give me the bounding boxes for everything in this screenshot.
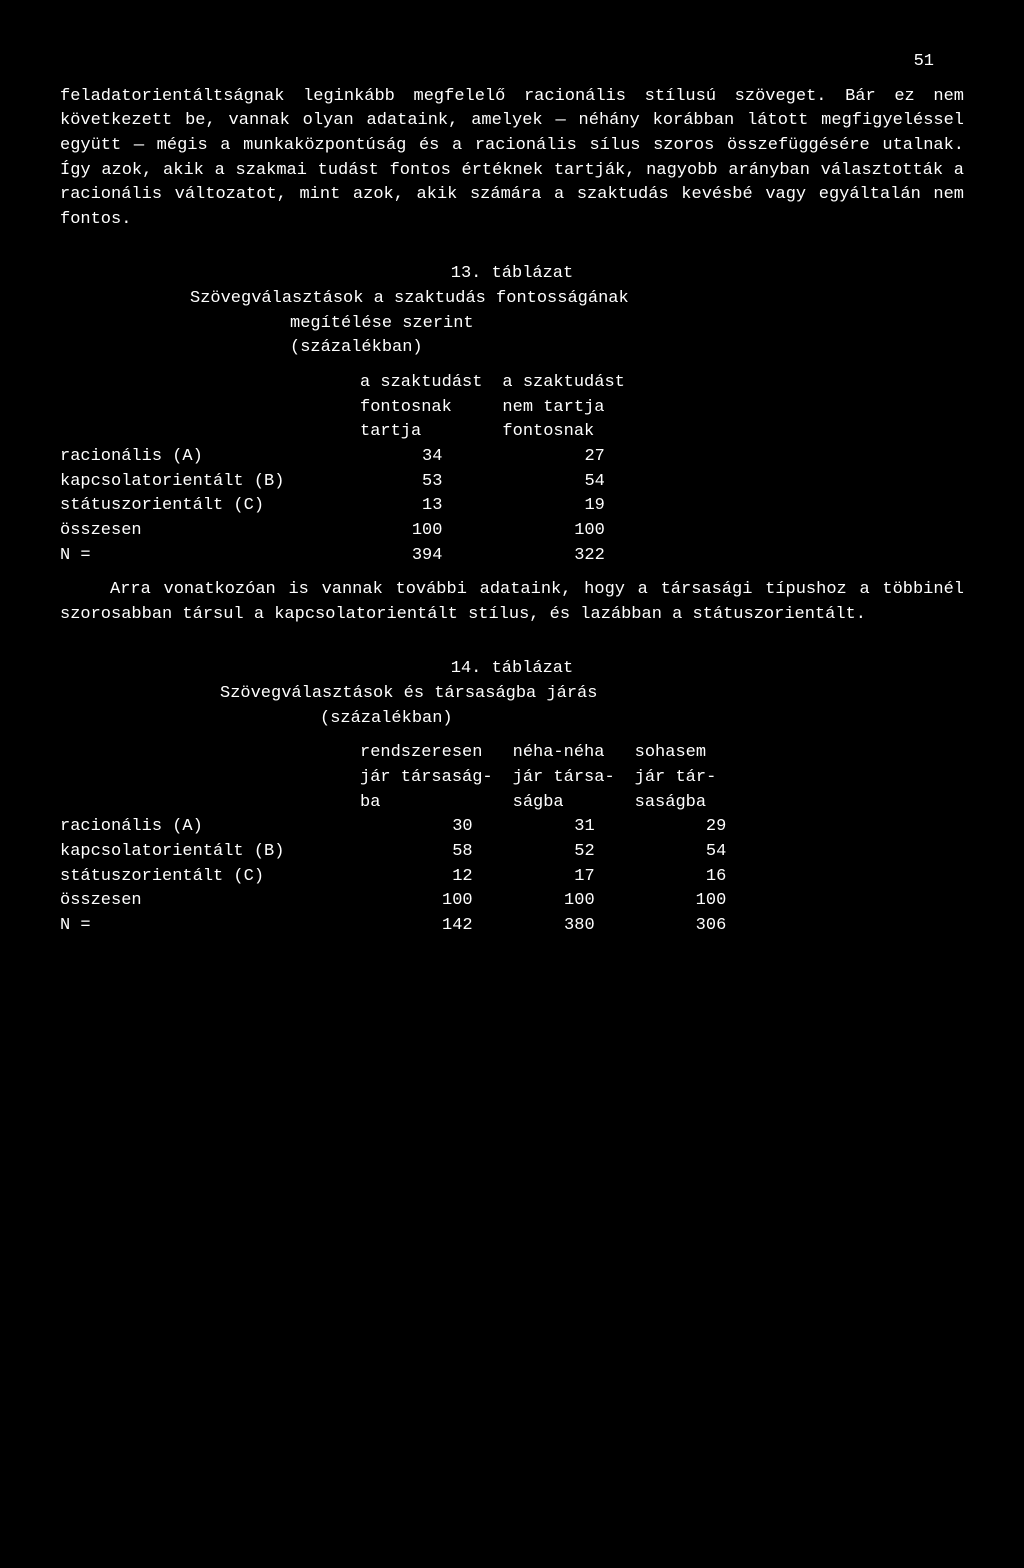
cell: 13 [360,494,502,519]
row-label: összesen [60,889,360,914]
table13-col1-header: a szaktudást fontosnak tartja [360,371,502,445]
table-row: kapcsolatorientált (B) 53 54 [60,470,645,495]
table-row: N = 394 322 [60,544,645,569]
cell: 27 [502,445,644,470]
row-label: N = [60,914,360,939]
cell: 100 [635,889,737,914]
table-row: racionális (A) 34 27 [60,445,645,470]
table-row: összesen 100 100 100 [60,889,736,914]
cell: 12 [360,865,513,890]
page-number: 51 [60,50,964,75]
table13-title-line1: 13. táblázat [60,262,964,287]
cell: 100 [360,519,502,544]
row-label: összesen [60,519,360,544]
cell: 54 [502,470,644,495]
table-row: N = 142 380 306 [60,914,736,939]
cell: 34 [360,445,502,470]
table13-title-line3: megítélése szerint [60,312,964,337]
row-label: racionális (A) [60,445,360,470]
cell: 394 [360,544,502,569]
row-label: státuszorientált (C) [60,494,360,519]
table13: a szaktudást fontosnak tartja a szaktudá… [60,371,645,568]
table14-header-row: rendszeresen jár társaság- ba néha-néha … [60,741,736,815]
table13-title-line2: Szövegválasztások a szaktudás fontosságá… [60,287,964,312]
row-label: státuszorientált (C) [60,865,360,890]
table13-header-row: a szaktudást fontosnak tartja a szaktudá… [60,371,645,445]
cell: 142 [360,914,513,939]
cell: 100 [502,519,644,544]
cell: 100 [513,889,635,914]
table14: rendszeresen jár társaság- ba néha-néha … [60,741,736,938]
cell: 52 [513,840,635,865]
table-row: státuszorientált (C) 12 17 16 [60,865,736,890]
cell: 322 [502,544,644,569]
row-label: racionális (A) [60,815,360,840]
paragraph-1: feladatorientáltságnak leginkább megfele… [60,85,964,233]
paragraph-2: Arra vonatkozóan is vannak további adata… [60,578,964,627]
cell: 53 [360,470,502,495]
table13-title-line4: (százalékban) [60,336,964,361]
table14-col3-header: sohasem jár tár- saságba [635,741,737,815]
table14-col1-header: rendszeresen jár társaság- ba [360,741,513,815]
table-row: összesen 100 100 [60,519,645,544]
cell: 30 [360,815,513,840]
cell: 31 [513,815,635,840]
cell: 100 [360,889,513,914]
table14-title-line1: 14. táblázat [60,657,964,682]
cell: 17 [513,865,635,890]
cell: 29 [635,815,737,840]
row-label: kapcsolatorientált (B) [60,840,360,865]
row-label: N = [60,544,360,569]
cell: 19 [502,494,644,519]
table14-col2-header: néha-néha jár társa- ságba [513,741,635,815]
table-row: kapcsolatorientált (B) 58 52 54 [60,840,736,865]
cell: 306 [635,914,737,939]
table-row: státuszorientált (C) 13 19 [60,494,645,519]
table-row: racionális (A) 30 31 29 [60,815,736,840]
row-label: kapcsolatorientált (B) [60,470,360,495]
cell: 58 [360,840,513,865]
cell: 380 [513,914,635,939]
table14-title-line2: Szövegválasztások és társaságba járás [60,682,964,707]
table13-title: 13. táblázat Szövegválasztások a szaktud… [60,262,964,361]
table13-col2-header: a szaktudást nem tartja fontosnak [502,371,644,445]
table14-title: 14. táblázat Szövegválasztások és társas… [60,657,964,731]
table14-title-line3: (százalékban) [60,707,964,732]
cell: 54 [635,840,737,865]
cell: 16 [635,865,737,890]
